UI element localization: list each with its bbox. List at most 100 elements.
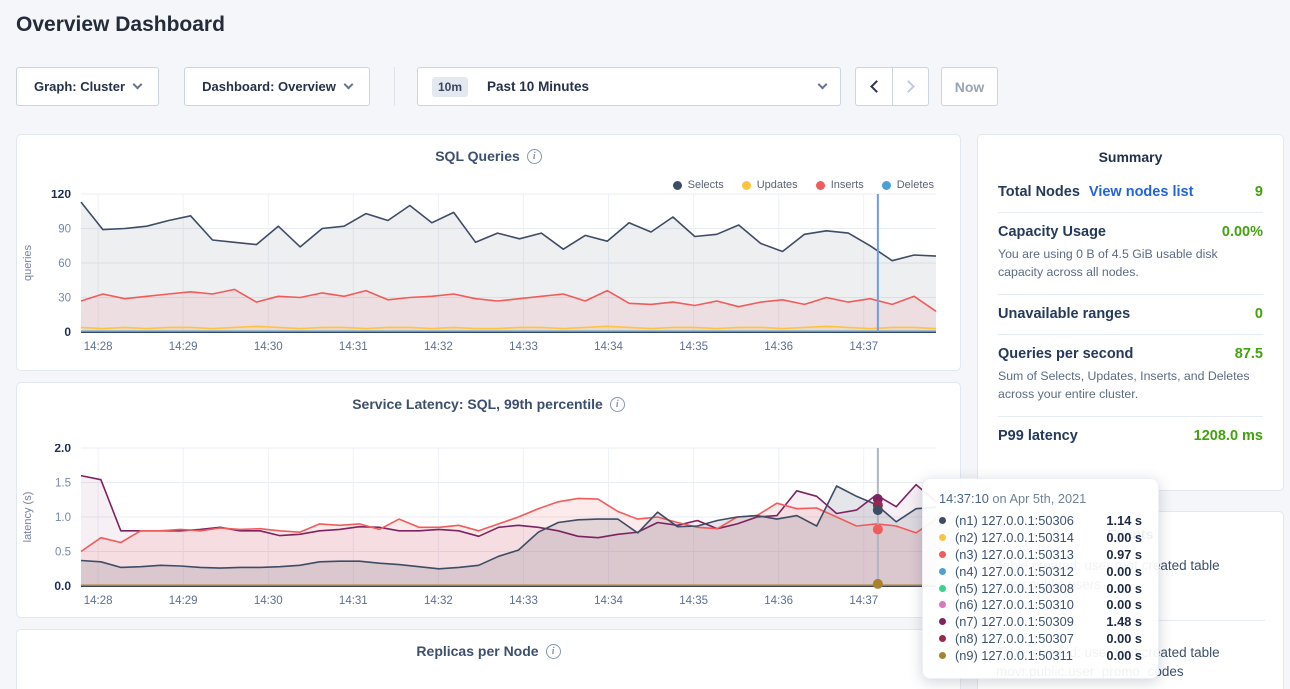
chevron-down-icon (343, 80, 353, 90)
svg-text:2.0: 2.0 (54, 444, 71, 455)
chart-title: Service Latency: SQL, 99th percentile i (17, 383, 960, 412)
replicas-per-node-chart-card: Replicas per Node i (16, 629, 961, 689)
summary-row: Unavailable ranges 0 (998, 295, 1263, 335)
summary-row-value: 87.5 (1235, 346, 1263, 362)
tooltip-row: (n7) 127.0.0.1:50309 1.48 s (939, 613, 1142, 630)
summary-row: Total NodesView nodes list9 (998, 173, 1263, 213)
legend-item[interactable]: Updates (742, 179, 798, 191)
now-button-label: Now (955, 79, 985, 95)
chevron-down-icon (133, 80, 143, 90)
summary-row-label: Unavailable ranges (998, 306, 1130, 322)
info-icon[interactable]: i (610, 397, 625, 412)
tooltip-node-label: (n4) 127.0.0.1:50312 (955, 564, 1097, 579)
chart-title-text: Replicas per Node (416, 643, 538, 659)
summary-row-value: 0 (1255, 306, 1263, 322)
svg-text:14:29: 14:29 (169, 341, 198, 353)
tooltip-node-value: 0.00 s (1106, 530, 1142, 545)
time-range-label: Past 10 Minutes (487, 79, 589, 94)
legend-dot (742, 181, 751, 190)
sql-queries-plot[interactable]: 030609012014:2814:2914:3014:3114:3214:33… (17, 190, 961, 360)
chart-hover-tooltip: 14:37:10 on Apr 5th, 2021 (n1) 127.0.0.1… (922, 478, 1159, 679)
time-next-button[interactable] (892, 67, 929, 106)
chart-title-text: Service Latency: SQL, 99th percentile (352, 396, 603, 412)
tooltip-row: (n1) 127.0.0.1:50306 1.14 s (939, 512, 1142, 529)
svg-text:14:33: 14:33 (509, 341, 538, 353)
svg-text:120: 120 (51, 190, 71, 201)
svg-text:14:32: 14:32 (424, 595, 453, 607)
chart-title: SQL Queries i (17, 135, 960, 164)
tooltip-node-value: 0.00 s (1106, 581, 1142, 596)
svg-text:30: 30 (58, 293, 71, 305)
svg-text:14:37: 14:37 (849, 595, 878, 607)
tooltip-node-label: (n8) 127.0.0.1:50307 (955, 631, 1097, 646)
tooltip-node-label: (n1) 127.0.0.1:50306 (955, 513, 1097, 528)
time-range-badge: 10m (432, 77, 468, 97)
legend-dot (882, 181, 891, 190)
time-prev-button[interactable] (855, 67, 892, 106)
tooltip-row: (n6) 127.0.0.1:503100.00 s (939, 596, 1142, 613)
graph-dropdown-label: Graph: Cluster (34, 79, 125, 94)
summary-row-description: You are using 0 B of 4.5 GiB usable disk… (998, 245, 1263, 282)
svg-text:14:37: 14:37 (849, 341, 878, 353)
node-color-dot (939, 517, 946, 524)
legend-label: Inserts (831, 179, 864, 191)
tooltip-node-label: (n7) 127.0.0.1:50309 (955, 614, 1097, 629)
chart-title-text: SQL Queries (435, 148, 520, 164)
chevron-left-icon (870, 80, 883, 93)
dashboard-dropdown[interactable]: Dashboard: Overview (184, 67, 370, 106)
node-color-dot (939, 652, 946, 659)
svg-text:14:30: 14:30 (254, 341, 283, 353)
svg-text:latency (s): latency (s) (22, 492, 34, 543)
info-icon[interactable]: i (527, 149, 542, 164)
legend-item[interactable]: Inserts (816, 179, 864, 191)
graph-dropdown[interactable]: Graph: Cluster (16, 67, 159, 106)
svg-text:14:31: 14:31 (339, 595, 368, 607)
legend-dot (673, 181, 682, 190)
node-color-dot (939, 618, 946, 625)
chart-legend: Selects Updates Inserts Deletes (673, 179, 934, 191)
chevron-down-icon (818, 80, 828, 90)
view-nodes-list-link[interactable]: View nodes list (1089, 184, 1194, 200)
chevron-right-icon (902, 80, 915, 93)
service-latency-plot[interactable]: 0.00.51.01.52.014:2814:2914:3014:3114:32… (17, 444, 961, 614)
summary-row-description: Sum of Selects, Updates, Inserts, and De… (998, 367, 1263, 404)
sql-queries-chart-card: SQL Queriesi030609012014:2814:2914:3014:… (16, 134, 961, 371)
svg-text:14:32: 14:32 (424, 341, 453, 353)
now-button[interactable]: Now (941, 67, 998, 106)
time-range-picker[interactable]: 10m Past 10 Minutes (417, 67, 841, 106)
legend-label: Selects (688, 179, 724, 191)
summary-row-value: 0.00% (1222, 224, 1263, 240)
svg-text:14:30: 14:30 (254, 595, 283, 607)
svg-text:14:31: 14:31 (339, 341, 368, 353)
tooltip-node-value: 1.14 s (1106, 513, 1142, 528)
tooltip-node-value: 0.00 s (1106, 631, 1142, 646)
svg-text:90: 90 (58, 224, 71, 236)
legend-item[interactable]: Selects (673, 179, 724, 191)
summary-row-label: P99 latency (998, 428, 1078, 444)
tooltip-row: (n9) 127.0.0.1:503110.00 s (939, 647, 1142, 664)
summary-row-value: 1208.0 ms (1194, 428, 1263, 444)
svg-text:14:28: 14:28 (84, 341, 113, 353)
tooltip-row: (n4) 127.0.0.1:50312 0.00 s (939, 563, 1142, 580)
node-color-dot (939, 585, 946, 592)
tooltip-date: on Apr 5th, 2021 (989, 491, 1086, 506)
tooltip-node-value: 1.48 s (1106, 614, 1142, 629)
legend-dot (816, 181, 825, 190)
legend-item[interactable]: Deletes (882, 179, 934, 191)
summary-row: Capacity Usage 0.00% You are using 0 B of … (998, 213, 1263, 295)
tooltip-node-value: 0.00 s (1106, 564, 1142, 579)
summary-row-label: Queries per second (998, 346, 1133, 362)
svg-text:14:36: 14:36 (764, 595, 793, 607)
service-latency-chart-card: Service Latency: SQL, 99th percentilei0.… (16, 382, 961, 618)
tooltip-node-label: (n5) 127.0.0.1:50308 (955, 581, 1097, 596)
svg-text:14:34: 14:34 (594, 341, 623, 353)
legend-label: Deletes (897, 179, 934, 191)
legend-label: Updates (757, 179, 798, 191)
info-icon[interactable]: i (546, 644, 561, 659)
summary-row-label: Capacity Usage (998, 224, 1106, 240)
tooltip-node-value: 0.97 s (1106, 547, 1142, 562)
tooltip-node-label: (n2) 127.0.0.1:50314 (955, 530, 1097, 545)
svg-text:1.0: 1.0 (55, 512, 71, 524)
tooltip-node-value: 0.00 s (1106, 597, 1142, 612)
node-color-dot (939, 534, 946, 541)
